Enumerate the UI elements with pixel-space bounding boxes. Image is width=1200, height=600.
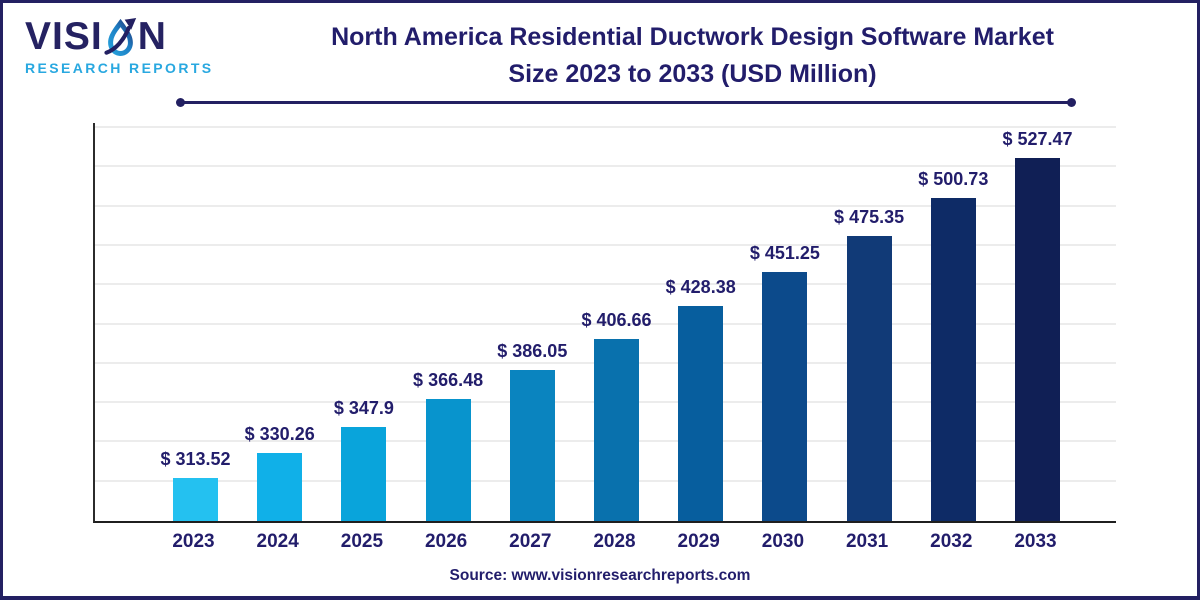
gridline <box>95 126 1116 128</box>
x-axis-label: 2027 <box>509 531 552 552</box>
water-drop-icon <box>104 18 136 56</box>
gridline <box>95 243 1116 246</box>
bar-value-label: $ 428.38 <box>665 277 736 298</box>
bar-2027 <box>509 369 555 521</box>
gridline <box>95 204 1116 207</box>
bar-value-label: $ 313.52 <box>160 449 231 470</box>
gridline <box>95 283 1116 286</box>
bar-value-label: $ 366.48 <box>413 369 484 390</box>
chart-title-line1: North America Residential Ductwork Desig… <box>331 23 1054 51</box>
gridline <box>95 322 1116 325</box>
x-axis-label: 2031 <box>845 531 889 552</box>
bar-value-label: $ 527.47 <box>1002 128 1073 149</box>
plot-area: $ 313.52 $ 330.26 $ 347.9 $ 366.48 $ 386.05 $… <box>93 123 1116 523</box>
logo-wordmark: VISI N <box>25 15 215 59</box>
chart-title: North America Residential Ductwork Desig… <box>208 19 1177 93</box>
bar-value-label: $ 500.73 <box>918 168 989 189</box>
logo: VISI N RESEARCH REPORTS <box>25 15 215 76</box>
bar-2029 <box>678 306 724 521</box>
x-axis-label: 2023 <box>172 531 215 552</box>
bar-value-label: $ 406.66 <box>581 309 652 330</box>
bar-2032 <box>930 197 976 521</box>
bar-2028 <box>594 338 639 521</box>
bar-value-label: $ 330.26 <box>244 424 315 445</box>
bar-value-label: $ 451.25 <box>749 242 820 263</box>
title-divider-line <box>176 98 1076 107</box>
bar-value-label: $ 347.9 <box>333 397 394 418</box>
x-axis-label: 2026 <box>424 531 468 552</box>
bar-2025 <box>341 426 387 521</box>
logo-subtitle: RESEARCH REPORTS <box>25 60 214 76</box>
bar-2024 <box>257 453 303 521</box>
bar-2026 <box>425 398 471 521</box>
source-text: Source: www.visionresearchreports.com <box>449 567 751 584</box>
logo-text-start: VISI <box>25 15 103 58</box>
x-axis-label: 2028 <box>593 531 636 552</box>
bar-value-label: $ 386.05 <box>497 340 568 361</box>
x-axis-label: 2032 <box>930 531 973 552</box>
divider-right-dot <box>1067 98 1076 107</box>
x-axis-label: 2030 <box>761 531 805 552</box>
bar-2031 <box>846 235 892 521</box>
x-axis-labels: 2023 2024 2025 2026 2027 2028 2029 2030 2031 2032… <box>93 531 1116 559</box>
bar-2033 <box>1015 157 1060 521</box>
x-axis-label: 2033 <box>1014 531 1057 552</box>
x-axis-label: 2029 <box>677 531 720 552</box>
bar-2023 <box>173 478 218 521</box>
x-axis-label: 2024 <box>256 531 299 552</box>
chart-title-line2: Size 2023 to 2033 (USD Million) <box>508 60 877 88</box>
x-axis-label: 2025 <box>340 531 384 552</box>
gridline <box>95 165 1116 168</box>
logo-text-end: N <box>137 15 167 58</box>
divider-left-dot <box>176 98 185 107</box>
bar-value-label: $ 475.35 <box>834 206 905 227</box>
bar-2030 <box>762 271 808 521</box>
